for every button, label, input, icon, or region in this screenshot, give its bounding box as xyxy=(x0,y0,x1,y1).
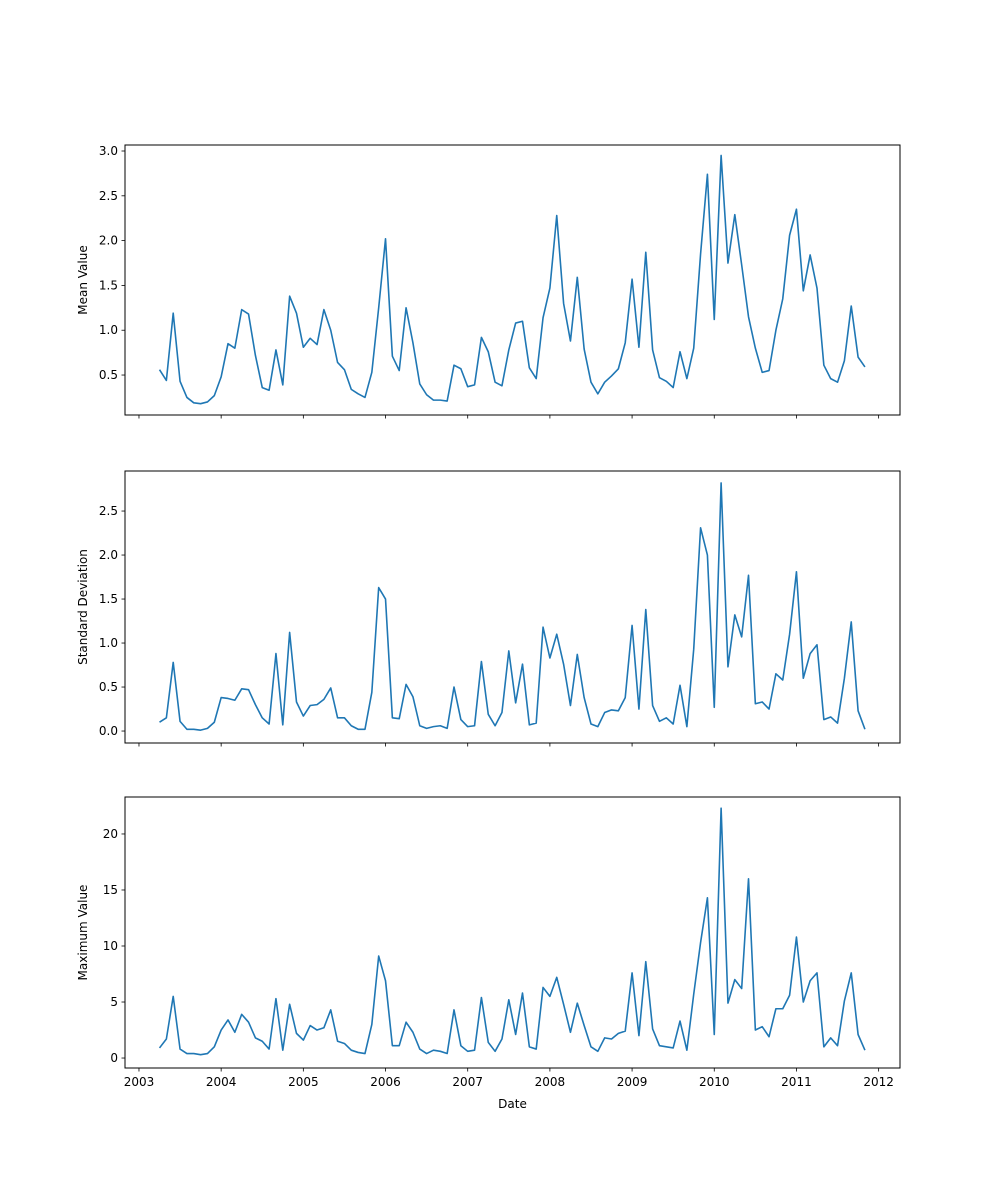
y-tick-label: 10 xyxy=(103,939,118,953)
y-tick-label: 0.5 xyxy=(99,680,118,694)
y-tick-label: 0.0 xyxy=(99,724,118,738)
y-tick-label: 15 xyxy=(103,883,118,897)
y-tick-label: 1.5 xyxy=(99,278,118,292)
y-tick-label: 1.5 xyxy=(99,592,118,606)
y-tick-label: 5 xyxy=(110,995,118,1009)
subplot-2: 0.0 0.5 1.0 1.5 2.0 2.5 Standard Deviation xyxy=(76,470,901,747)
subplot-1: 0.5 1.0 1.5 2.0 2.5 3.0 Mean Value xyxy=(76,144,901,419)
y-axis-label: Mean Value xyxy=(76,245,90,314)
series-line xyxy=(159,482,866,731)
x-axis-label: Date xyxy=(498,1097,527,1111)
x-tick-label: 2004 xyxy=(206,1075,237,1089)
y-axis-label: Maximum Value xyxy=(76,885,90,981)
x-tick-label: 2012 xyxy=(863,1075,894,1089)
y-tick-label: 1.0 xyxy=(99,636,118,650)
y-tick-label: 20 xyxy=(103,827,118,841)
x-tick-label: 2005 xyxy=(288,1075,319,1089)
series-line xyxy=(158,807,866,1056)
x-tick-label: 2006 xyxy=(370,1075,401,1089)
x-tick-label: 2011 xyxy=(781,1075,812,1089)
y-tick-label: 0 xyxy=(110,1051,118,1065)
y-axis-label: Standard Deviation xyxy=(76,549,90,665)
subplot-3: 0 5 10 15 20 2003 2004 2005 2006 2007 2008 2009 2010… xyxy=(76,796,901,1111)
axes-frame xyxy=(124,796,901,1069)
y-tick-label: 2.0 xyxy=(99,548,118,562)
y-tick-label: 2.5 xyxy=(99,504,118,518)
x-tick-label: 2007 xyxy=(452,1075,483,1089)
y-tick-label: 2.0 xyxy=(99,234,118,248)
y-tick-label: 1.0 xyxy=(99,323,118,337)
series-line xyxy=(158,154,866,405)
y-tick-label: 3.0 xyxy=(99,144,118,158)
x-tick-label: 2010 xyxy=(699,1075,730,1089)
x-tick-label: 2008 xyxy=(535,1075,566,1089)
y-tick-label: 2.5 xyxy=(99,189,118,203)
axes-frame xyxy=(124,470,901,744)
axes-frame xyxy=(124,144,901,416)
y-tick-label: 0.5 xyxy=(99,368,118,382)
x-tick-label: 2009 xyxy=(617,1075,648,1089)
x-tick-label: 2003 xyxy=(124,1075,155,1089)
